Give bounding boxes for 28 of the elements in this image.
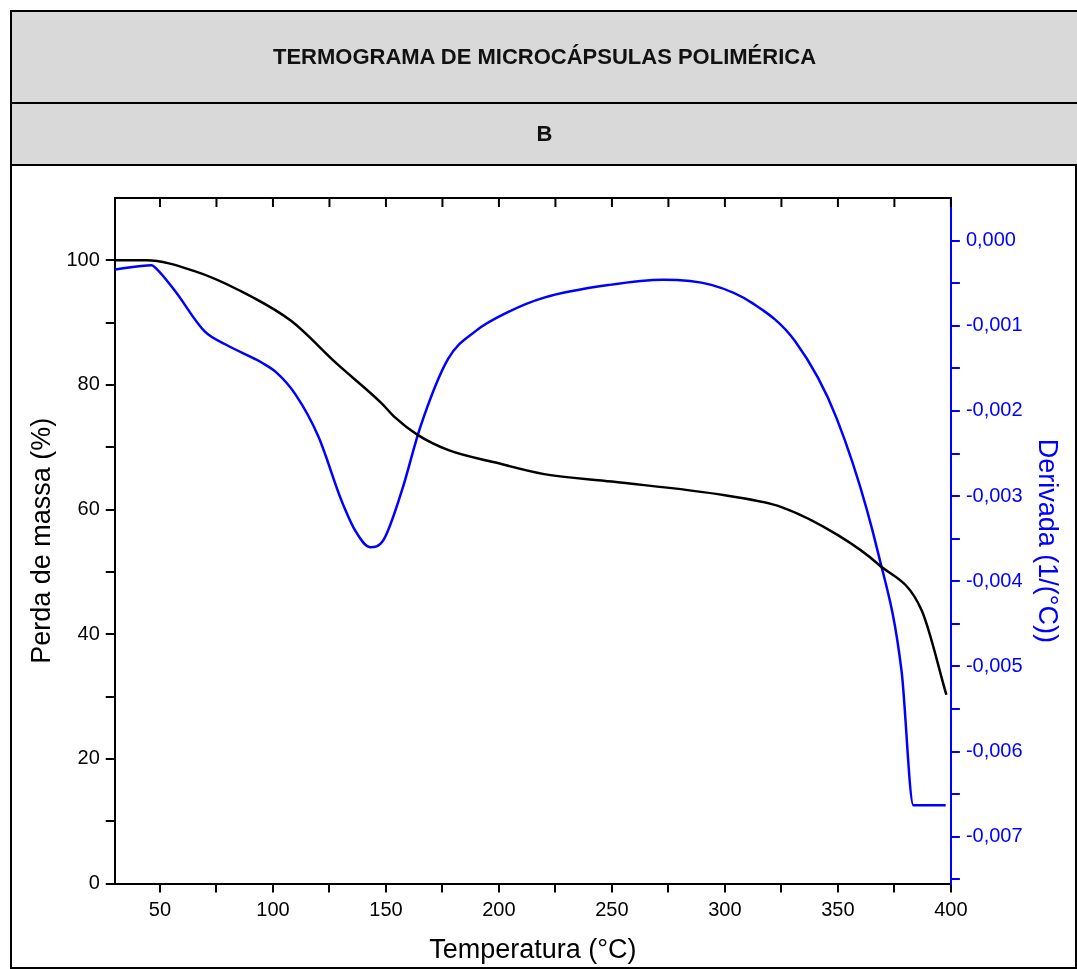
y-tick-label: 80	[77, 372, 100, 395]
y2-tick-label: -0,006	[965, 739, 1023, 762]
y2-tick-label: -0,003	[965, 483, 1023, 506]
y-tick-label: 40	[77, 621, 100, 644]
x-tick-label: 300	[708, 898, 742, 921]
x-tick-label: 250	[595, 898, 629, 921]
line-series	[114, 264, 947, 807]
y-tick-label: 0	[88, 871, 100, 894]
x-tick-label: 350	[821, 898, 855, 921]
x-tick-label: 100	[256, 898, 290, 921]
y2-axis-title: Derivada (1/(°C))	[1033, 438, 1064, 643]
y-tick-label: 60	[77, 497, 100, 520]
chart-title: TERMOGRAMA DE MICROCÁPSULAS POLIMÉRICA	[12, 12, 1077, 104]
x-tick-label: 50	[148, 898, 172, 921]
y-axis-title: Perda de massa (%)	[25, 417, 56, 664]
y2-tick-label: 0,000	[965, 228, 1016, 251]
y2-tick-label: -0,007	[965, 824, 1023, 847]
x-tick-label: 400	[934, 898, 968, 921]
chart-subtitle: B	[12, 104, 1077, 166]
x-axis-title: Temperatura (°C)	[429, 934, 637, 965]
y2-tick-label: -0,002	[965, 398, 1023, 421]
y-tick-label: 100	[66, 247, 100, 270]
y2-tick-label: -0,004	[965, 568, 1023, 591]
y-tick-label: 20	[77, 746, 100, 769]
y2-tick-label: -0,001	[965, 313, 1023, 336]
x-tick-label: 200	[482, 898, 516, 921]
y2-tick-label: -0,005	[965, 653, 1023, 676]
x-tick-label: 150	[369, 898, 403, 921]
